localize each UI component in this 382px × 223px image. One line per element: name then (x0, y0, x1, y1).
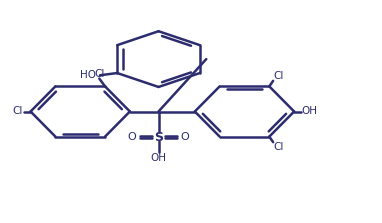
Text: O: O (128, 132, 136, 142)
Text: Cl: Cl (273, 142, 283, 152)
Text: Cl: Cl (273, 71, 283, 81)
Text: OH: OH (302, 107, 318, 116)
Text: S: S (154, 131, 163, 144)
Text: Cl: Cl (13, 107, 23, 116)
Text: OH: OH (151, 153, 167, 163)
Text: Cl: Cl (94, 69, 105, 78)
Text: O: O (181, 132, 189, 142)
Text: HO: HO (80, 70, 96, 80)
